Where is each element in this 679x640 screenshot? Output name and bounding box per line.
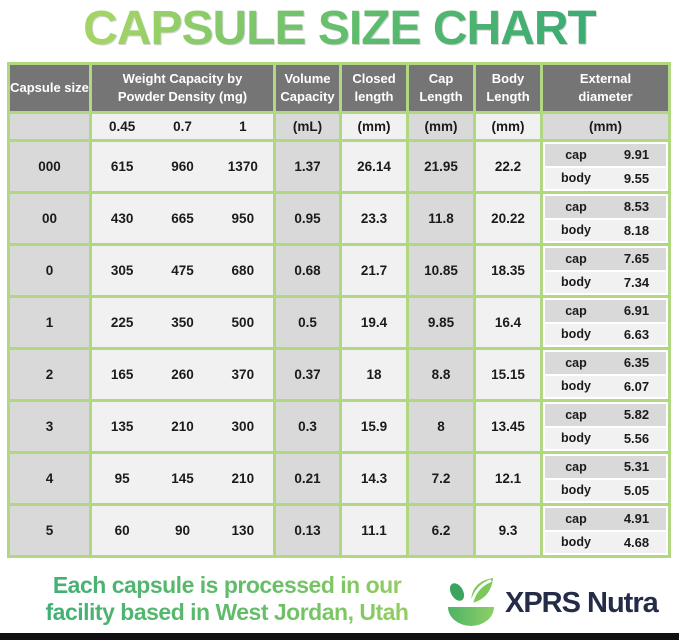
volume-capacity-cell: 0.3: [276, 402, 339, 451]
body-length-cell: 18.35: [476, 246, 540, 295]
cap-length-cell: 9.85: [409, 298, 473, 347]
header-capsule-size: Capsule size: [10, 65, 89, 111]
capsule-size-cell: 3: [10, 402, 89, 451]
unit-body: (mm): [476, 114, 540, 139]
external-diameter-cell: cap 4.91 body 4.68: [543, 506, 668, 555]
leaf-bowl-icon: [448, 578, 494, 626]
capsule-size-cell: 5: [10, 506, 89, 555]
closed-length-cell: 19.4: [342, 298, 406, 347]
external-cap-row: cap 5.31: [545, 456, 666, 478]
weight-capacity-cell: 60 90 130: [92, 506, 273, 555]
footer-tagline-line1: Each capsule is processed in our: [52, 572, 402, 598]
page-title-wrap: CAPSULE SIZE CHART: [0, 0, 679, 60]
external-body-row: body 5.05: [545, 479, 666, 501]
external-cap-row: cap 5.82: [545, 404, 666, 426]
external-diameter-cell: cap 5.82 body 5.56: [543, 402, 668, 451]
cap-length-cell: 11.8: [409, 194, 473, 243]
external-cap-row: cap 7.65: [545, 248, 666, 270]
external-cap-row: cap 6.35: [545, 352, 666, 374]
closed-length-cell: 11.1: [342, 506, 406, 555]
external-body-row: body 6.07: [545, 375, 666, 397]
weight-capacity-cell: 615 960 1370: [92, 142, 273, 191]
cap-length-cell: 21.95: [409, 142, 473, 191]
external-cap-row: cap 4.91: [545, 508, 666, 530]
closed-length-cell: 21.7: [342, 246, 406, 295]
header-cap-length: Cap Length: [409, 65, 473, 111]
weight-capacity-cell: 225 350 500: [92, 298, 273, 347]
page-title: CAPSULE SIZE CHART: [83, 0, 597, 58]
external-diameter-cell: cap 5.31 body 5.05: [543, 454, 668, 503]
external-diameter-cell: cap 6.91 body 6.63: [543, 298, 668, 347]
body-length-cell: 20.22: [476, 194, 540, 243]
capsule-size-cell: 00: [10, 194, 89, 243]
brand-block: XPRS Nutra: [445, 574, 659, 632]
external-body-row: body 5.56: [545, 427, 666, 449]
body-length-cell: 16.4: [476, 298, 540, 347]
external-body-row: body 4.68: [545, 531, 666, 553]
capsule-size-table: Capsule size Weight Capacity by Powder De…: [7, 62, 671, 558]
cap-length-cell: 6.2: [409, 506, 473, 555]
unit-closed: (mm): [342, 114, 406, 139]
external-diameter-cell: cap 9.91 body 9.55: [543, 142, 668, 191]
unit-capsule-size: [10, 114, 89, 139]
body-length-cell: 15.15: [476, 350, 540, 399]
capsule-size-cell: 2: [10, 350, 89, 399]
volume-capacity-cell: 0.5: [276, 298, 339, 347]
closed-length-cell: 26.14: [342, 142, 406, 191]
footer-tagline-line2: facility based in West Jordan, Utah: [45, 599, 409, 625]
brand-name: XPRS Nutra: [505, 586, 659, 619]
footer-tagline: Each capsule is processed in our facilit…: [8, 572, 446, 626]
unit-external: (mm): [543, 114, 668, 139]
capsule-size-cell: 1: [10, 298, 89, 347]
body-length-cell: 9.3: [476, 506, 540, 555]
external-cap-row: cap 8.53: [545, 196, 666, 218]
weight-capacity-cell: 95 145 210: [92, 454, 273, 503]
unit-volume: (mL): [276, 114, 339, 139]
volume-capacity-cell: 0.37: [276, 350, 339, 399]
header-volume-capacity: Volume Capacity: [276, 65, 339, 111]
header-weight-capacity: Weight Capacity by Powder Density (mg): [92, 65, 273, 111]
closed-length-cell: 14.3: [342, 454, 406, 503]
closed-length-cell: 18: [342, 350, 406, 399]
body-length-cell: 12.1: [476, 454, 540, 503]
bottom-black-bar: [0, 633, 679, 640]
header-external-diameter: External diameter: [543, 65, 668, 111]
cap-length-cell: 10.85: [409, 246, 473, 295]
header-closed-length: Closed length: [342, 65, 406, 111]
volume-capacity-cell: 0.13: [276, 506, 339, 555]
external-cap-row: cap 9.91: [545, 144, 666, 166]
closed-length-cell: 15.9: [342, 402, 406, 451]
capsule-size-cell: 4: [10, 454, 89, 503]
body-length-cell: 13.45: [476, 402, 540, 451]
capsule-size-cell: 000: [10, 142, 89, 191]
external-diameter-cell: cap 8.53 body 8.18: [543, 194, 668, 243]
volume-capacity-cell: 0.21: [276, 454, 339, 503]
volume-capacity-cell: 0.95: [276, 194, 339, 243]
external-cap-row: cap 6.91: [545, 300, 666, 322]
weight-capacity-cell: 430 665 950: [92, 194, 273, 243]
weight-capacity-cell: 305 475 680: [92, 246, 273, 295]
closed-length-cell: 23.3: [342, 194, 406, 243]
unit-cap: (mm): [409, 114, 473, 139]
header-body-length: Body Length: [476, 65, 540, 111]
unit-densities: 0.45 0.7 1: [92, 114, 273, 139]
external-diameter-cell: cap 7.65 body 7.34: [543, 246, 668, 295]
weight-capacity-cell: 165 260 370: [92, 350, 273, 399]
external-body-row: body 8.18: [545, 219, 666, 241]
volume-capacity-cell: 0.68: [276, 246, 339, 295]
volume-capacity-cell: 1.37: [276, 142, 339, 191]
external-body-row: body 7.34: [545, 271, 666, 293]
weight-capacity-cell: 135 210 300: [92, 402, 273, 451]
external-body-row: body 6.63: [545, 323, 666, 345]
capsule-size-cell: 0: [10, 246, 89, 295]
external-body-row: body 9.55: [545, 167, 666, 189]
body-length-cell: 22.2: [476, 142, 540, 191]
cap-length-cell: 8.8: [409, 350, 473, 399]
cap-length-cell: 7.2: [409, 454, 473, 503]
external-diameter-cell: cap 6.35 body 6.07: [543, 350, 668, 399]
cap-length-cell: 8: [409, 402, 473, 451]
